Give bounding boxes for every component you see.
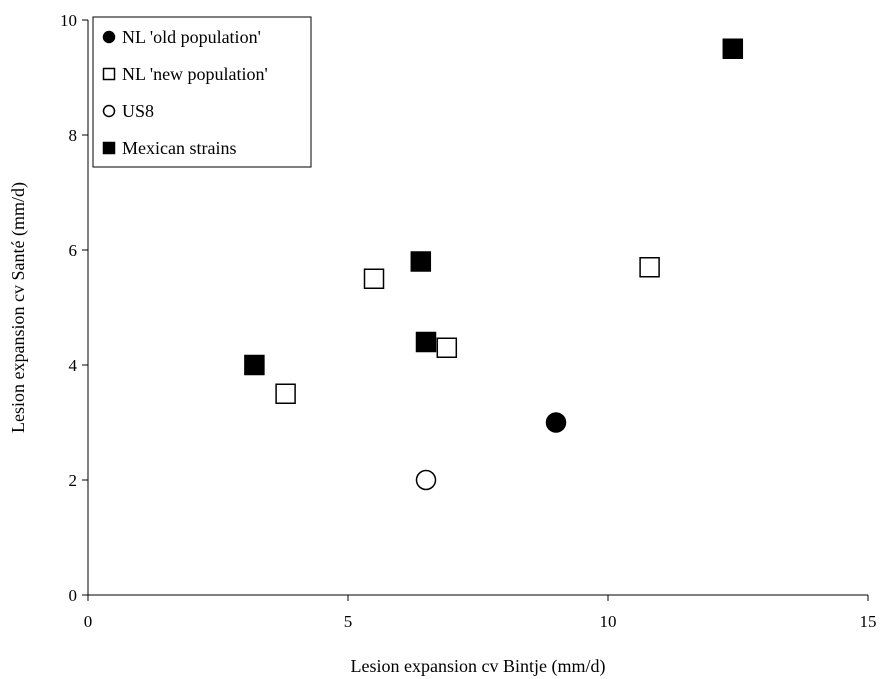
data-point xyxy=(436,337,458,358)
y-tick-label: 8 xyxy=(69,126,78,145)
x-axis-title: Lesion expansion cv Bintje (mm/d) xyxy=(351,656,606,677)
legend-label: NL 'new population' xyxy=(122,64,268,84)
legend-marker xyxy=(102,104,116,118)
x-tick-label: 5 xyxy=(344,612,353,631)
data-point xyxy=(415,469,437,491)
ticks: 0 5 10 15 0 2 4 6 8 10 xyxy=(60,11,877,631)
y-tick-label: 2 xyxy=(69,471,78,490)
y-axis-title: Lesion expansion cv Santé (mm/d) xyxy=(8,182,29,433)
y-tick-label: 6 xyxy=(69,241,78,260)
data-point xyxy=(363,268,385,289)
legend-marker xyxy=(102,141,116,155)
y-tick-label: 0 xyxy=(69,586,78,605)
y-tick-label: 4 xyxy=(69,356,78,375)
data-point xyxy=(244,354,265,376)
axes xyxy=(87,20,868,596)
data-point xyxy=(415,331,437,353)
data-point xyxy=(545,412,567,433)
legend-label: US8 xyxy=(122,101,154,121)
data-points xyxy=(244,38,744,491)
x-tick-label: 15 xyxy=(860,612,877,631)
legend-marker xyxy=(102,67,116,81)
legend-marker xyxy=(102,30,116,44)
legend: NL 'old population' NL 'new population' US… xyxy=(92,16,312,168)
x-tick-label: 10 xyxy=(600,612,617,631)
y-tick-label: 10 xyxy=(60,11,77,30)
data-point xyxy=(410,251,432,272)
data-point xyxy=(275,383,296,404)
data-point xyxy=(722,38,744,59)
legend-label: Mexican strains xyxy=(122,138,236,158)
x-tick-label: 0 xyxy=(84,612,93,631)
legend-label: NL 'old population' xyxy=(122,27,261,47)
data-point xyxy=(639,257,660,278)
legend-box xyxy=(92,16,312,168)
